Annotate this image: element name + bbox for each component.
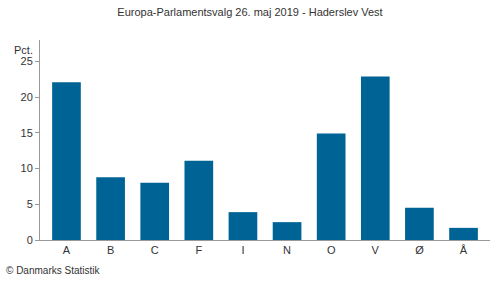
svg-text:C: C — [151, 244, 159, 256]
svg-text:20: 20 — [21, 91, 33, 103]
svg-text:Pct.: Pct. — [14, 44, 33, 56]
svg-text:F: F — [195, 244, 202, 256]
svg-text:Ø: Ø — [415, 244, 424, 256]
svg-text:B: B — [107, 244, 114, 256]
svg-text:© Danmarks Statistik: © Danmarks Statistik — [6, 265, 101, 276]
svg-text:25: 25 — [21, 55, 33, 67]
svg-text:5: 5 — [27, 198, 33, 210]
svg-text:Å: Å — [460, 244, 468, 256]
svg-text:I: I — [241, 244, 244, 256]
svg-text:O: O — [327, 244, 336, 256]
svg-text:15: 15 — [21, 127, 33, 139]
svg-text:A: A — [63, 244, 71, 256]
svg-text:Europa-Parlamentsvalg 26. maj: Europa-Parlamentsvalg 26. maj 2019 - Had… — [117, 6, 382, 18]
svg-text:V: V — [372, 244, 380, 256]
svg-text:0: 0 — [27, 234, 33, 246]
svg-text:N: N — [283, 244, 291, 256]
svg-text:10: 10 — [21, 162, 33, 174]
